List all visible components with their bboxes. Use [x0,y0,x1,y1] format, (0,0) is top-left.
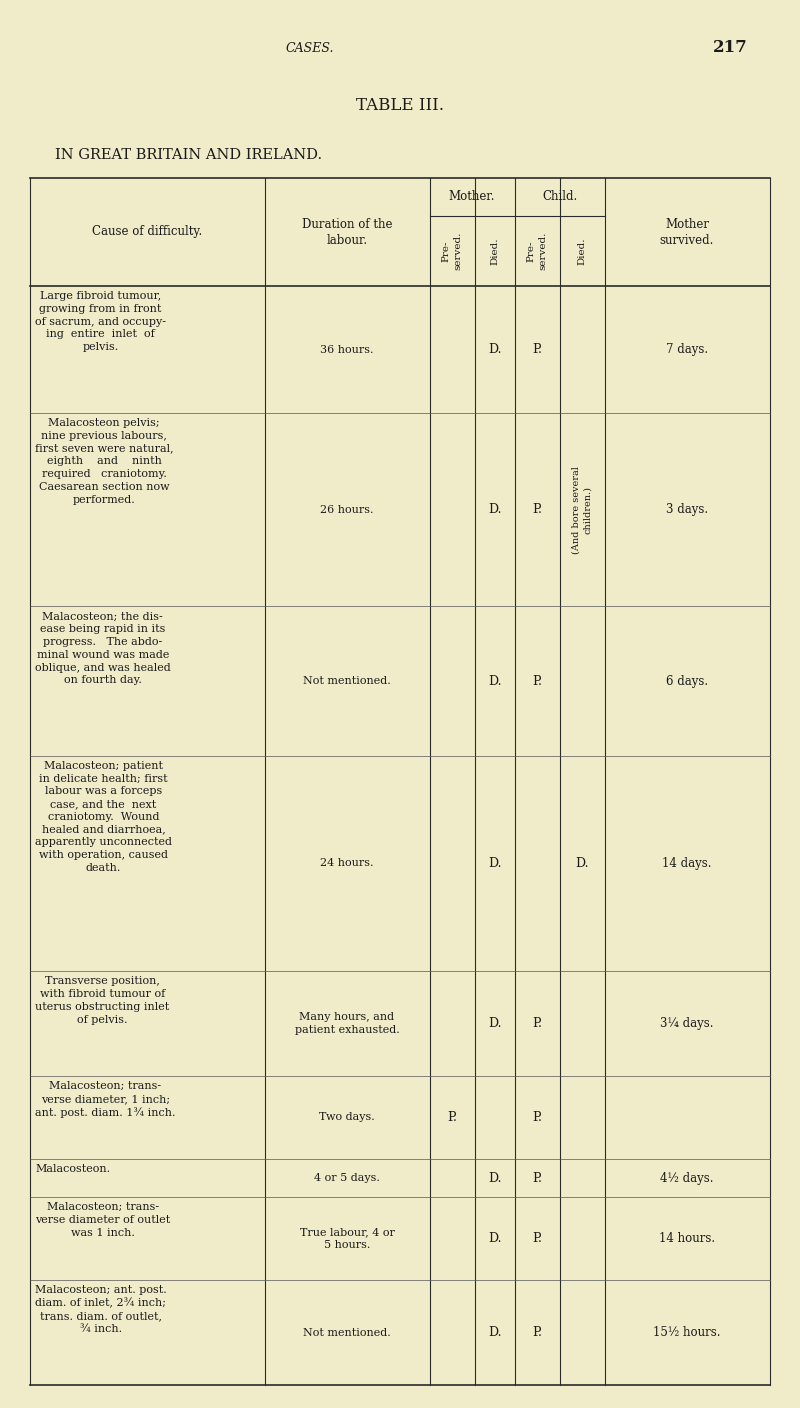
Text: Malacosteon; patient
in delicate health; first
labour was a forceps
case, and th: Malacosteon; patient in delicate health;… [35,760,172,873]
Text: D.: D. [488,1232,502,1245]
Text: Died.: Died. [490,238,499,265]
Text: 3 days.: 3 days. [666,503,708,517]
Text: P.: P. [447,1111,457,1124]
Text: Mother.: Mother. [449,190,495,204]
Text: Large fibroid tumour,
growing from in front
of sacrum, and occupy-
ing  entire  : Large fibroid tumour, growing from in fr… [35,291,166,352]
Text: IN GREAT BRITAIN AND IRELAND.: IN GREAT BRITAIN AND IRELAND. [55,148,322,162]
Text: Malacosteon; the dis-
ease being rapid in its
progress.   The abdo-
minal wound : Malacosteon; the dis- ease being rapid i… [35,611,170,686]
Text: Mother
survived.: Mother survived. [660,217,714,246]
Text: TABLE III.: TABLE III. [356,97,444,114]
Text: (And bore several
children.): (And bore several children.) [572,466,592,553]
Text: P.: P. [532,1326,542,1339]
Text: Not mentioned.: Not mentioned. [303,1328,391,1338]
Text: P.: P. [532,674,542,687]
Text: Cause of difficulty.: Cause of difficulty. [92,225,202,238]
Text: Many hours, and
patient exhausted.: Many hours, and patient exhausted. [294,1012,399,1035]
Text: Malacosteon.: Malacosteon. [35,1164,110,1174]
Text: D.: D. [488,1171,502,1184]
Text: D.: D. [575,857,589,870]
Text: Transverse position,
with fibroid tumour of
uterus obstructing inlet
of pelvis.: Transverse position, with fibroid tumour… [35,976,170,1025]
Text: 7 days.: 7 days. [666,344,708,356]
Text: P.: P. [532,1111,542,1124]
Text: Malacosteon; ant. post.
diam. of inlet, 2¾ inch;
trans. diam. of outlet,
¾ inch.: Malacosteon; ant. post. diam. of inlet, … [35,1286,166,1335]
Text: P.: P. [532,503,542,517]
Text: 14 hours.: 14 hours. [659,1232,715,1245]
Text: Not mentioned.: Not mentioned. [303,676,391,686]
Text: Two days.: Two days. [319,1112,375,1122]
Text: Died.: Died. [578,238,586,265]
Text: P.: P. [532,1017,542,1031]
Text: 15½ hours.: 15½ hours. [654,1326,721,1339]
Text: D.: D. [488,1326,502,1339]
Text: True labour, 4 or
5 hours.: True labour, 4 or 5 hours. [299,1228,394,1250]
Text: 24 hours.: 24 hours. [320,859,374,869]
Text: Pre-
served.: Pre- served. [527,232,547,270]
Text: CASES.: CASES. [286,41,334,55]
Text: D.: D. [488,674,502,687]
Text: 36 hours.: 36 hours. [320,345,374,355]
Text: D.: D. [488,857,502,870]
Text: Malacosteon; trans-
verse diameter of outlet
was 1 inch.: Malacosteon; trans- verse diameter of ou… [35,1202,170,1238]
Text: Duration of the
labour.: Duration of the labour. [302,217,392,246]
Text: D.: D. [488,1017,502,1031]
Text: 6 days.: 6 days. [666,674,708,687]
Text: P.: P. [532,344,542,356]
Text: 26 hours.: 26 hours. [320,504,374,515]
Text: D.: D. [488,344,502,356]
Text: Child.: Child. [542,190,578,204]
Text: Malacosteon; trans-
verse diameter, 1 inch;
ant. post. diam. 1¾ inch.: Malacosteon; trans- verse diameter, 1 in… [35,1081,175,1118]
Text: 3¼ days.: 3¼ days. [660,1017,714,1031]
Text: 4 or 5 days.: 4 or 5 days. [314,1173,380,1183]
Text: Malacosteon pelvis;
nine previous labours,
first seven were natural,
eighth    a: Malacosteon pelvis; nine previous labour… [35,418,174,505]
Text: P.: P. [532,1171,542,1184]
Text: D.: D. [488,503,502,517]
Text: 217: 217 [713,39,747,56]
Text: P.: P. [532,1232,542,1245]
Text: Pre-
served.: Pre- served. [442,232,462,270]
Text: 14 days.: 14 days. [662,857,712,870]
Text: 4½ days.: 4½ days. [660,1171,714,1184]
